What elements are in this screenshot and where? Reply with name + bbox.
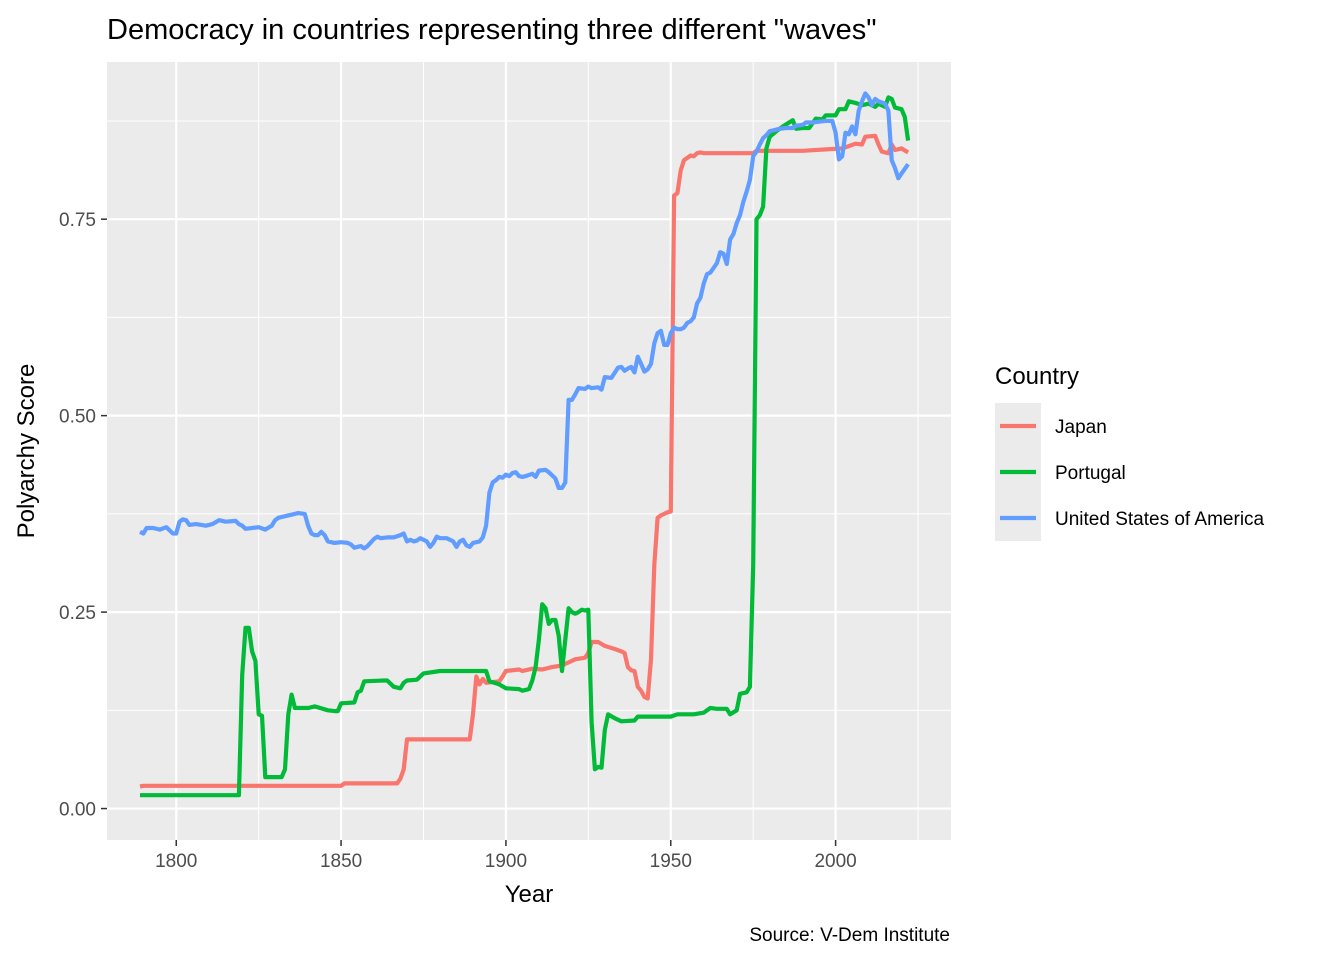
x-tick-label: 1900 [485, 851, 527, 872]
chart-title: Democracy in countries representing thre… [107, 14, 877, 46]
x-tick-label: 1950 [650, 851, 692, 872]
legend-label: United States of America [1055, 509, 1265, 530]
legend: Country Japan Portugal United States of Am… [995, 363, 1265, 541]
legend-label: Japan [1055, 417, 1107, 438]
legend-item: Portugal [995, 449, 1126, 495]
plot-panel [107, 62, 951, 840]
chart-caption: Source: V-Dem Institute [749, 925, 950, 946]
y-tick-label: 0.75 [59, 210, 96, 231]
legend-item: United States of America [995, 495, 1265, 541]
legend-title: Country [995, 363, 1079, 390]
legend-label: Portugal [1055, 463, 1126, 484]
legend-item: Japan [995, 403, 1107, 449]
x-tick-label: 1800 [155, 851, 197, 872]
y-tick-label: 0.00 [59, 800, 96, 821]
x-axis: 1800 1850 1900 1950 2000 [155, 840, 857, 872]
series-lines [139, 91, 911, 798]
series-line-united-states-of-america [139, 91, 910, 551]
y-tick-label: 0.50 [59, 407, 96, 428]
legend-items: Japan Portugal United States of America [995, 403, 1265, 541]
x-tick-label: 2000 [814, 851, 856, 872]
y-axis-label: Polyarchy Score [13, 364, 40, 539]
x-axis-label: Year [505, 881, 554, 908]
y-tick-label: 0.25 [59, 603, 96, 624]
y-axis: 0.00 0.25 0.50 0.75 [59, 210, 107, 821]
x-tick-label: 1850 [320, 851, 362, 872]
